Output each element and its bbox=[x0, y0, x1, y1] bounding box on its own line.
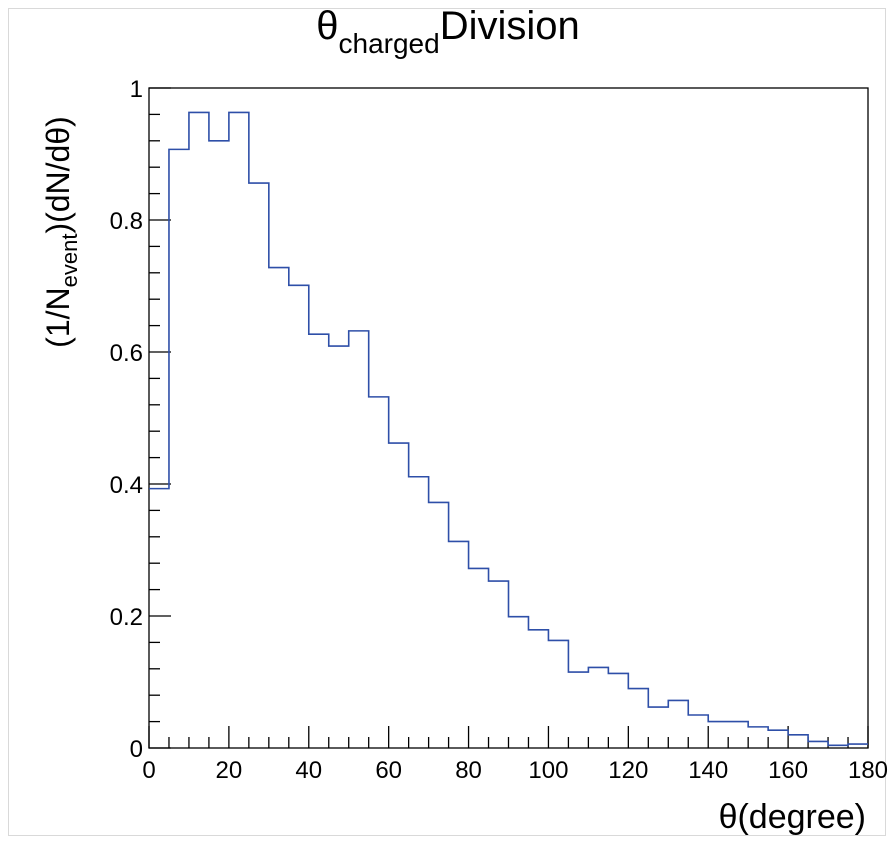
histogram-bin bbox=[509, 617, 529, 748]
y-tick-label: 1 bbox=[130, 76, 143, 103]
x-tick-label: 80 bbox=[455, 757, 482, 784]
histogram-bin bbox=[808, 741, 828, 748]
x-axis-label: θ(degree) bbox=[718, 798, 866, 836]
histogram-bin bbox=[528, 630, 548, 748]
x-tick-label: 120 bbox=[608, 757, 648, 784]
title-tail: Division bbox=[439, 4, 580, 48]
histogram-bin bbox=[409, 477, 429, 748]
histogram-bin bbox=[688, 715, 708, 748]
histogram-bin bbox=[668, 700, 688, 748]
x-tick-label: 40 bbox=[295, 757, 322, 784]
title-base: θ bbox=[316, 4, 339, 48]
histogram-bin bbox=[469, 568, 489, 748]
x-tick-label: 180 bbox=[848, 757, 888, 784]
histogram-bin bbox=[269, 268, 289, 748]
chart-title: θchargedDivision bbox=[0, 6, 896, 58]
histogram-bin bbox=[189, 112, 209, 748]
histogram-bin bbox=[848, 744, 868, 748]
x-tick-label: 20 bbox=[216, 757, 243, 784]
histogram-bin bbox=[389, 443, 409, 748]
histogram-bin bbox=[489, 581, 509, 748]
histogram-bin bbox=[449, 541, 469, 748]
histogram-bin bbox=[309, 334, 329, 748]
histogram-bin bbox=[249, 183, 269, 748]
histogram-bin bbox=[349, 331, 369, 748]
histogram-bin bbox=[209, 141, 229, 748]
histogram-bin bbox=[728, 722, 748, 748]
histogram-bin bbox=[548, 640, 568, 748]
x-tick-label: 100 bbox=[528, 757, 568, 784]
histogram-bin bbox=[568, 672, 588, 748]
histogram-bin bbox=[149, 489, 169, 748]
histogram-bin bbox=[748, 727, 768, 748]
histogram-bin bbox=[648, 707, 668, 748]
histogram-bin bbox=[169, 149, 189, 748]
histogram-bin bbox=[588, 667, 608, 748]
figure-frame bbox=[8, 8, 886, 836]
histogram-series-line bbox=[149, 111, 868, 747]
histogram-bin bbox=[768, 730, 788, 748]
y-tick-label: 0.6 bbox=[110, 340, 143, 367]
histogram-bin bbox=[429, 502, 449, 748]
histogram-bin bbox=[229, 112, 249, 748]
y-tick-label: 0.4 bbox=[110, 472, 143, 499]
x-tick-label: 0 bbox=[142, 757, 155, 784]
histogram-bin bbox=[369, 397, 389, 748]
histogram-bin bbox=[329, 346, 349, 748]
histogram-bin bbox=[628, 689, 648, 748]
x-tick-label: 160 bbox=[768, 757, 808, 784]
histogram-bin bbox=[289, 285, 309, 748]
y-tick-label: 0 bbox=[130, 736, 143, 763]
histogram-bin bbox=[828, 745, 848, 748]
y-tick-label: 0.8 bbox=[110, 208, 143, 235]
x-tick-label: 60 bbox=[375, 757, 402, 784]
title-subscript: charged bbox=[338, 28, 440, 59]
histogram-bin bbox=[788, 735, 808, 748]
x-tick-label: 140 bbox=[688, 757, 728, 784]
histogram-bin bbox=[608, 673, 628, 748]
histogram-bin bbox=[708, 722, 728, 748]
y-tick-label: 0.2 bbox=[110, 604, 143, 631]
